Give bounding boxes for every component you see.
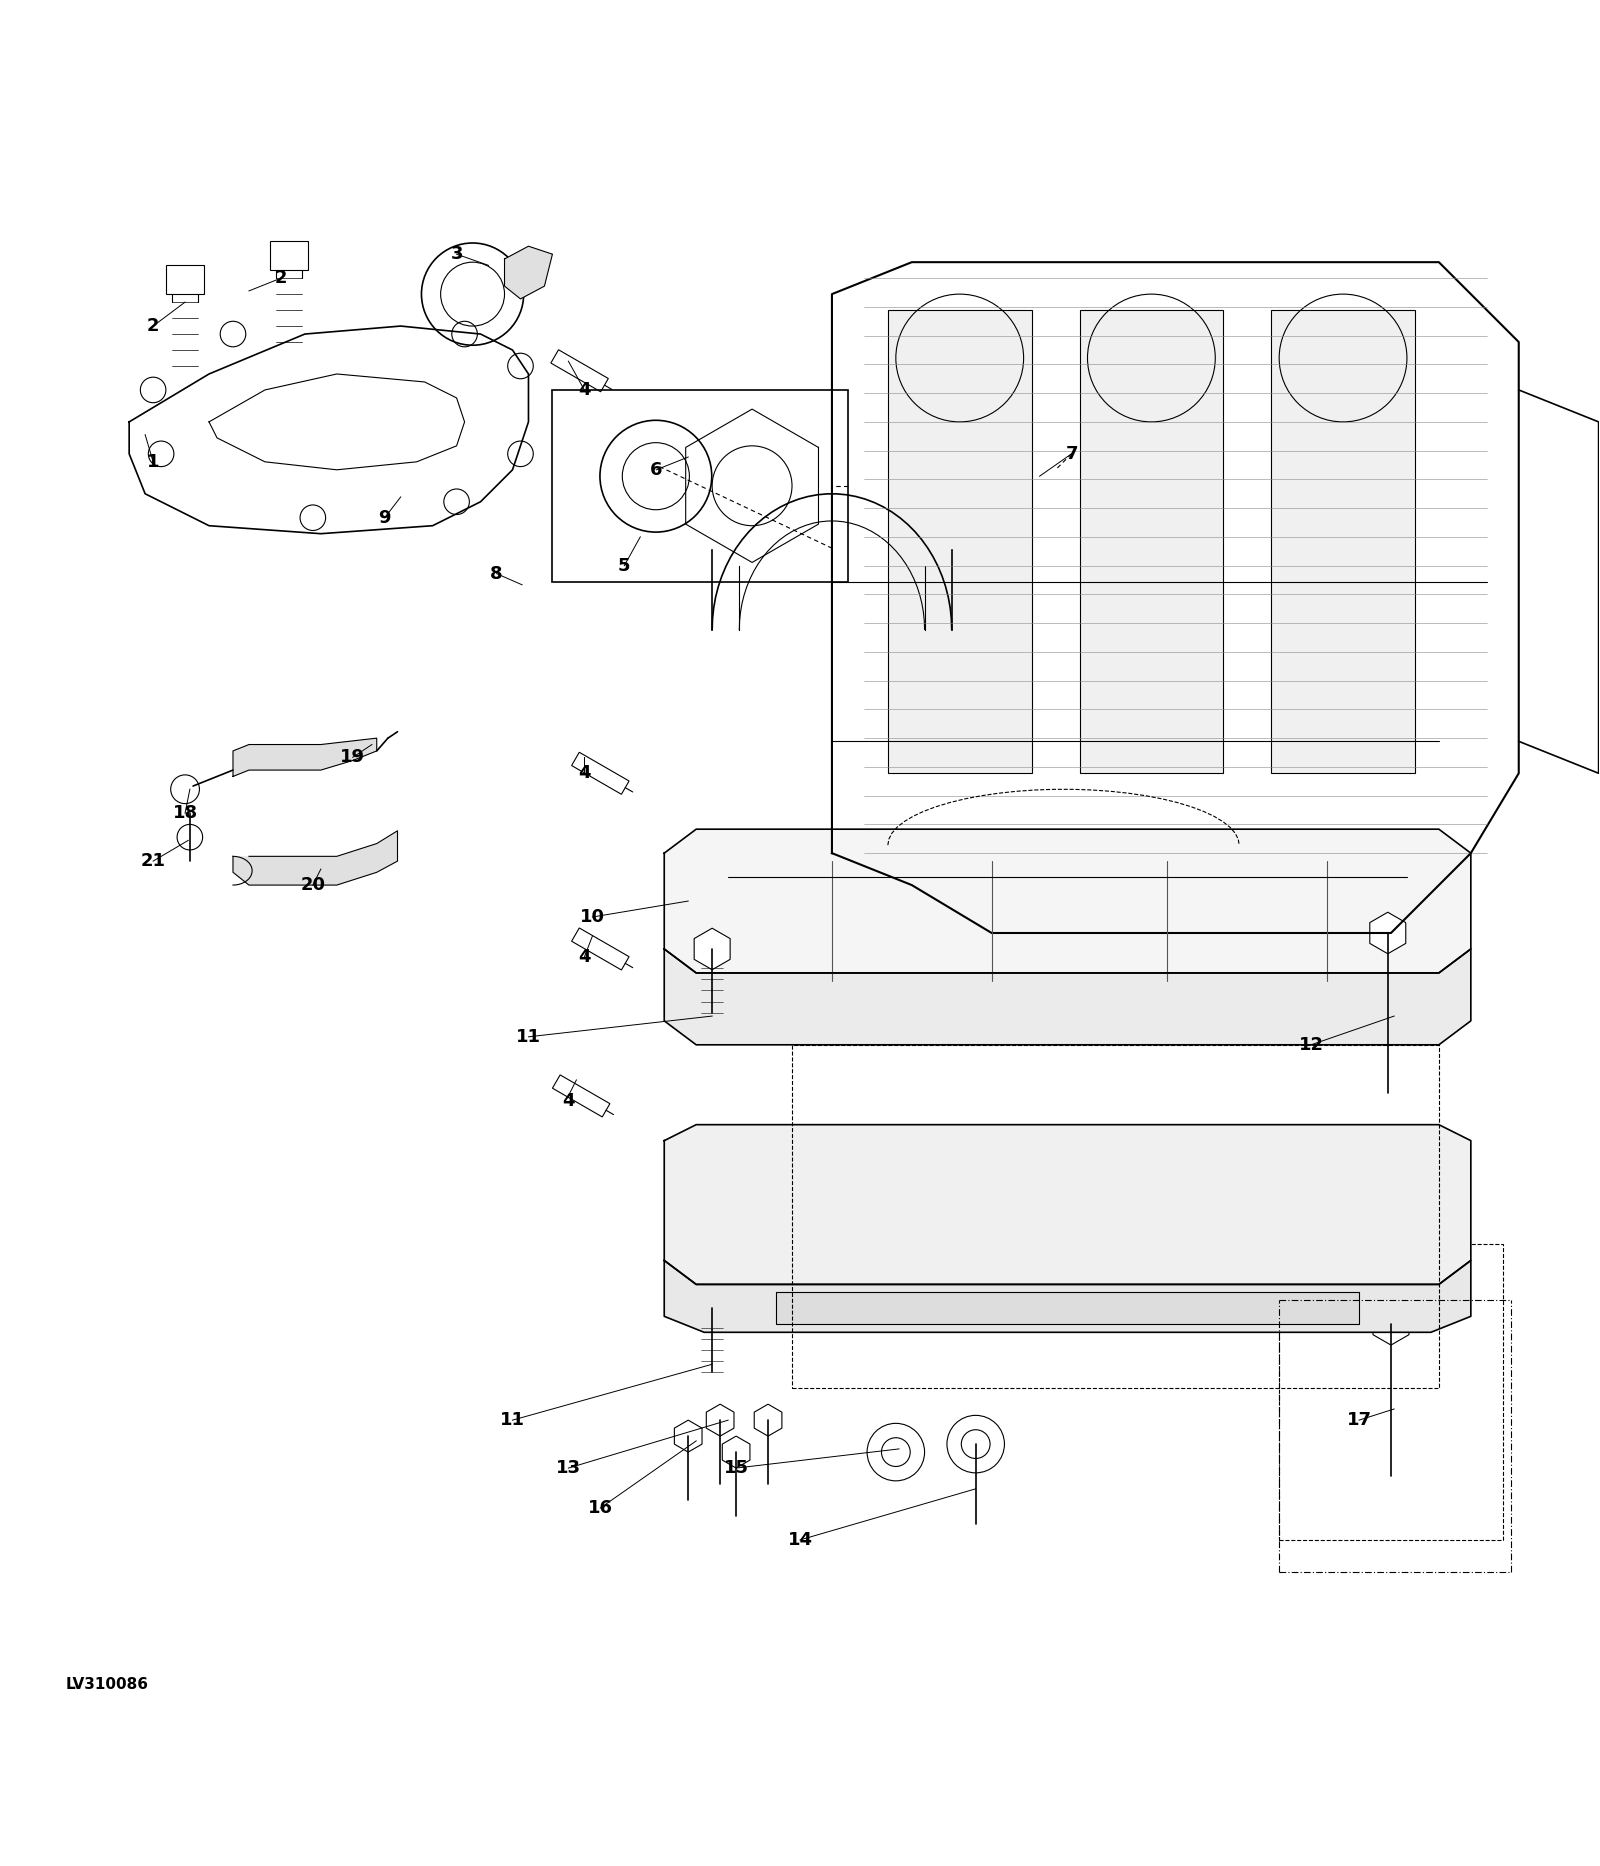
Text: 4: 4 [578,765,590,782]
Text: 12: 12 [1299,1036,1323,1054]
Text: 17: 17 [1347,1411,1371,1429]
Polygon shape [552,1075,610,1118]
Text: 19: 19 [341,748,365,767]
Text: 2: 2 [275,269,286,287]
Text: 13: 13 [555,1459,581,1478]
Text: 16: 16 [587,1498,613,1517]
Polygon shape [664,950,1470,1045]
Circle shape [171,774,200,804]
Polygon shape [1373,1304,1410,1345]
Text: 11: 11 [499,1411,525,1429]
Text: 6: 6 [650,461,662,480]
Polygon shape [571,927,629,970]
Polygon shape [1370,912,1406,954]
Bar [270,241,309,271]
Polygon shape [664,829,1470,972]
Text: 8: 8 [490,565,502,582]
Bar [888,310,1032,773]
Text: 7: 7 [1066,444,1078,463]
Text: 5: 5 [618,556,630,575]
Polygon shape [571,752,629,795]
Polygon shape [694,927,730,970]
Text: 20: 20 [301,875,325,894]
Bar [792,1045,1438,1388]
Text: 2: 2 [147,317,160,336]
Polygon shape [550,349,608,392]
Text: 11: 11 [515,1028,541,1045]
Polygon shape [706,1405,734,1437]
Bar [776,1293,1358,1325]
Polygon shape [664,1260,1470,1332]
Polygon shape [504,246,552,299]
Text: 3: 3 [450,244,462,263]
Bar [1270,310,1414,773]
Polygon shape [694,1288,730,1329]
Bar [1080,310,1224,773]
Text: 4: 4 [578,381,590,399]
Polygon shape [754,1405,782,1437]
Bar [552,390,848,582]
Polygon shape [664,1125,1470,1284]
Text: 9: 9 [379,509,390,526]
Text: 4: 4 [578,948,590,967]
Bar [1278,1245,1502,1539]
Bar [166,265,205,295]
Text: 21: 21 [141,853,166,870]
Text: 4: 4 [562,1092,574,1110]
Circle shape [867,1424,925,1482]
Text: LV310086: LV310086 [66,1678,149,1692]
Polygon shape [722,1437,750,1469]
Polygon shape [234,830,397,884]
Polygon shape [674,1420,702,1452]
Text: 10: 10 [579,909,605,926]
Text: 1: 1 [147,453,160,470]
Text: 18: 18 [173,804,198,823]
Polygon shape [234,739,376,776]
Text: 14: 14 [787,1530,813,1549]
Circle shape [947,1416,1005,1472]
Text: 15: 15 [723,1459,749,1478]
